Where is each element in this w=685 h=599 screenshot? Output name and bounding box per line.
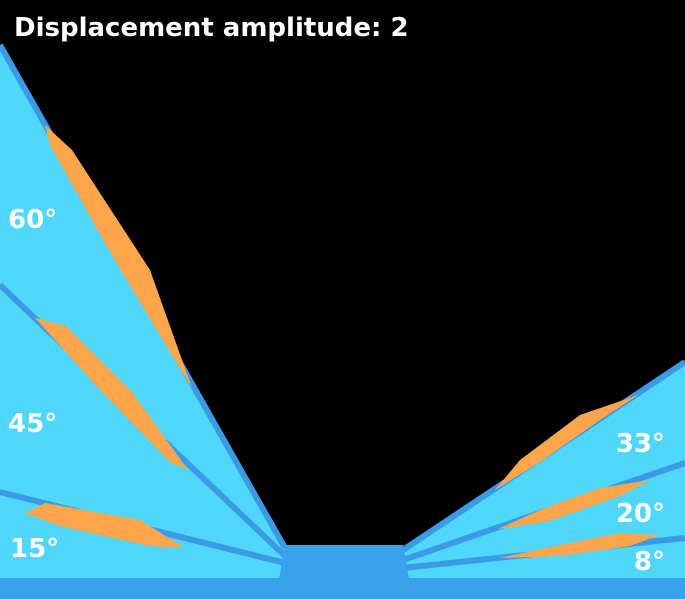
displacement-strip [500,533,660,558]
angle-label: 15° [10,534,59,564]
platform [278,545,410,585]
plane-8 [403,538,685,585]
displacement-strip [45,125,192,388]
title: Displacement amplitude: 2 [14,13,409,43]
displacement-strip [25,503,185,548]
displacement-strip [35,318,188,470]
displacement-strip [498,480,650,529]
angle-label: 8° [634,547,665,577]
angle-label: 45° [8,409,57,439]
floor [0,578,685,599]
angle-label: 60° [8,205,57,235]
angle-label: 33° [616,429,665,459]
angle-label: 20° [616,499,665,529]
displacement-strip [495,395,638,490]
